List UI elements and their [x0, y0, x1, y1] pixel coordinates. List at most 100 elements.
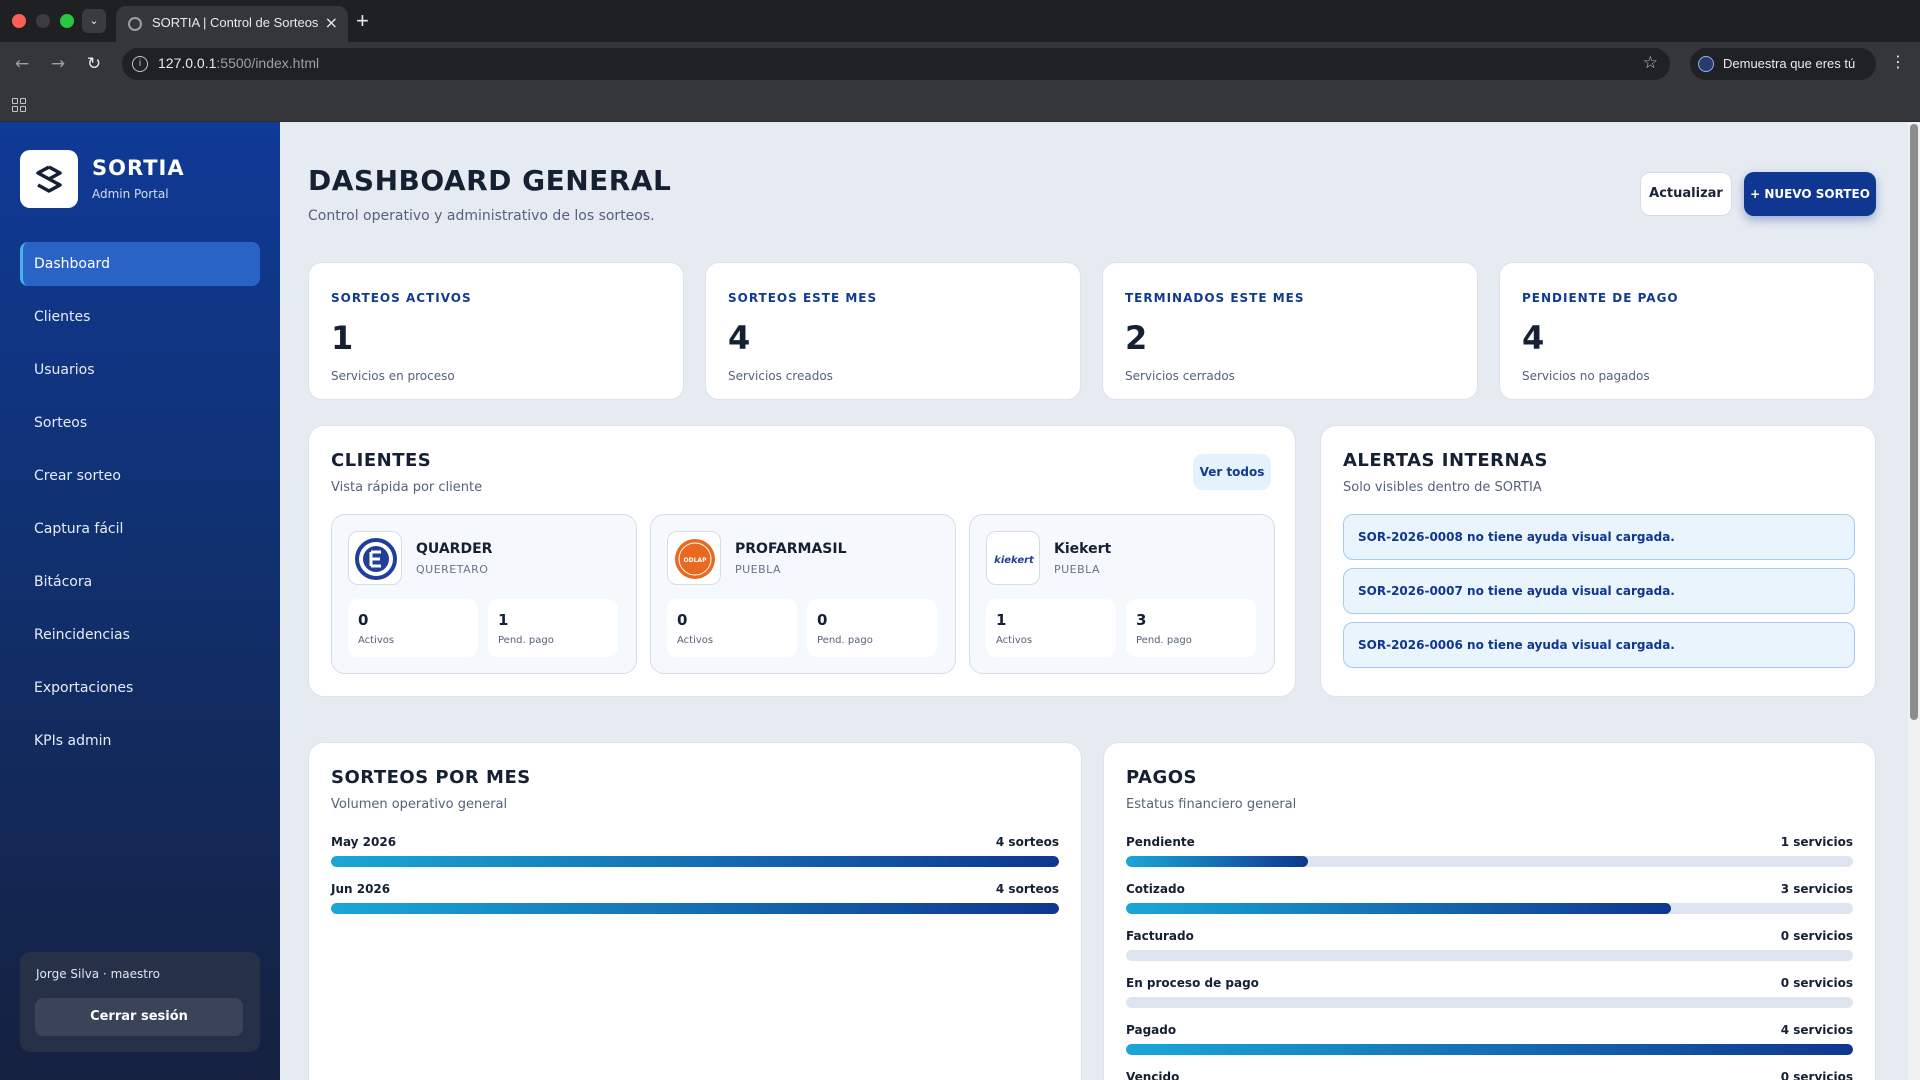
progress-fill — [1126, 1044, 1853, 1055]
new-raffle-button[interactable]: + NUEVO SORTEO — [1744, 172, 1876, 216]
sidebar-item-dashboard[interactable]: Dashboard — [20, 242, 260, 286]
client-city: PUEBLA — [1054, 563, 1101, 576]
site-info-icon[interactable]: i — [132, 56, 148, 72]
stat-card-month: SORTEOS ESTE MES 4 Servicios creados — [705, 262, 1081, 400]
client-active-count: 0 Activos — [667, 599, 797, 657]
progress-track — [1126, 903, 1853, 914]
new-tab-button[interactable]: + — [356, 8, 369, 33]
active-label: Activos — [996, 635, 1033, 646]
close-tab-icon[interactable]: × — [324, 13, 338, 32]
bar-label: Pagado — [1126, 1023, 1177, 1037]
bar-value: 4 sorteos — [995, 882, 1059, 896]
bar-label: Pendiente — [1126, 835, 1195, 849]
sidebar-item-captura-facil[interactable]: Captura fácil — [34, 521, 124, 537]
tab-title: SORTIA | Control de Sorteos — [152, 15, 319, 30]
alert-item[interactable]: SOR-2026-0008 no tiene ayuda visual carg… — [1343, 514, 1855, 560]
user-card: Jorge Silva · maestro Cerrar sesión — [20, 952, 260, 1052]
bar-label: Facturado — [1126, 929, 1194, 943]
bar-label: May 2026 — [331, 835, 397, 849]
payments-subtitle: Estatus financiero general — [1126, 797, 1297, 812]
active-label: Activos — [358, 635, 395, 646]
page-scrollbar[interactable] — [1908, 122, 1920, 1080]
sidebar-item-exportaciones[interactable]: Exportaciones — [34, 680, 134, 696]
alerts-title: ALERTAS INTERNAS — [1343, 450, 1548, 471]
refresh-button[interactable]: Actualizar — [1640, 172, 1732, 216]
client-card-quarder[interactable]: QUARDER QUERETARO 0 Activos 1 Pend. pago — [331, 514, 637, 674]
client-active-count: 0 Activos — [348, 599, 478, 657]
close-window-button[interactable] — [12, 14, 26, 28]
back-arrow-icon[interactable]: ← — [14, 54, 30, 74]
pending-label: Pend. pago — [1136, 635, 1192, 646]
pending-value: 1 — [498, 611, 509, 629]
stat-value: 4 — [728, 319, 751, 357]
by-month-title: SORTEOS POR MES — [331, 767, 531, 788]
sidebar-item-sorteos[interactable]: Sorteos — [34, 415, 88, 431]
view-all-clients-button[interactable]: Ver todos — [1193, 454, 1271, 490]
brand-subtitle: Admin Portal — [92, 187, 169, 201]
client-card-profarmasil[interactable]: ODLAP PROFARMASIL PUEBLA 0 Activos 0 Pen… — [650, 514, 956, 674]
stat-value: 4 — [1522, 319, 1545, 357]
stat-label: PENDIENTE DE PAGO — [1522, 291, 1679, 305]
active-value: 0 — [358, 611, 369, 629]
apps-grid-icon[interactable] — [12, 98, 26, 112]
sidebar-item-crear-sorteo[interactable]: Crear sorteo — [34, 468, 121, 484]
minimize-window-button[interactable] — [36, 14, 50, 28]
progress-track — [331, 856, 1059, 867]
quarder-logo-icon — [355, 538, 397, 580]
bar-value: 3 servicios — [1780, 882, 1853, 896]
sidebar-item-bitacora[interactable]: Bitácora — [34, 574, 93, 590]
active-value: 0 — [677, 611, 688, 629]
bar-value: 1 servicios — [1780, 835, 1853, 849]
bookmark-star-icon[interactable]: ☆ — [1642, 53, 1658, 73]
stat-label: SORTEOS ACTIVOS — [331, 291, 472, 305]
bar-value: 0 servicios — [1780, 929, 1853, 943]
bookmarks-bar — [0, 86, 1920, 122]
logout-button[interactable]: Cerrar sesión — [35, 998, 243, 1036]
progress-track — [331, 903, 1059, 914]
url-host: 127.0.0.1 — [158, 55, 217, 71]
scrollbar-thumb[interactable] — [1910, 124, 1918, 720]
quarder-logo — [348, 531, 402, 585]
client-card-kiekert[interactable]: kiekert Kiekert PUEBLA 1 Activos 3 Pend.… — [969, 514, 1275, 674]
stat-card-finished: TERMINADOS ESTE MES 2 Servicios cerrados — [1102, 262, 1478, 400]
stat-description: Servicios cerrados — [1125, 369, 1235, 383]
sortia-logo — [20, 150, 78, 208]
maximize-window-button[interactable] — [60, 14, 74, 28]
reload-icon[interactable]: ↻ — [86, 54, 102, 74]
sidebar-item-kpis-admin[interactable]: KPIs admin — [34, 733, 112, 749]
pending-label: Pend. pago — [817, 635, 873, 646]
forward-arrow-icon[interactable]: → — [50, 54, 66, 74]
sidebar-item-usuarios[interactable]: Usuarios — [34, 362, 95, 378]
sidebar-item-clientes[interactable]: Clientes — [34, 309, 91, 325]
stat-description: Servicios no pagados — [1522, 369, 1650, 383]
main-content: DASHBOARD GENERAL Control operativo y ad… — [280, 122, 1908, 1080]
client-city: QUERETARO — [416, 563, 489, 576]
tab-search-button[interactable]: ⌄ — [82, 9, 106, 33]
profile-button[interactable]: Demuestra que eres tú — [1690, 48, 1876, 80]
pending-label: Pend. pago — [498, 635, 554, 646]
progress-track — [1126, 1044, 1853, 1055]
profile-icon — [1698, 56, 1714, 72]
bar-label: Jun 2026 — [331, 882, 391, 896]
globe-icon — [128, 17, 142, 31]
browser-tab-bar: ⌄ SORTIA | Control de Sorteos × + — [0, 0, 1920, 42]
profile-label: Demuestra que eres tú — [1723, 56, 1856, 71]
client-pending-count: 0 Pend. pago — [807, 599, 937, 657]
stat-value: 1 — [331, 319, 354, 357]
alerts-panel: ALERTAS INTERNAS Solo visibles dentro de… — [1320, 425, 1876, 697]
pending-value: 3 — [1136, 611, 1147, 629]
progress-track — [1126, 856, 1853, 867]
kiekert-logo-text: kiekert — [994, 555, 1035, 566]
alert-item[interactable]: SOR-2026-0006 no tiene ayuda visual carg… — [1343, 622, 1855, 668]
app-viewport: SORTIA Admin Portal Dashboard Clientes U… — [0, 122, 1920, 1080]
alert-item[interactable]: SOR-2026-0007 no tiene ayuda visual carg… — [1343, 568, 1855, 614]
browser-tab[interactable]: SORTIA | Control de Sorteos × — [116, 6, 348, 42]
pending-value: 0 — [817, 611, 828, 629]
clients-subtitle: Vista rápida por cliente — [331, 480, 483, 495]
kiekert-logo-icon: kiekert — [994, 555, 1035, 566]
address-bar[interactable]: i 127.0.0.1:5500/index.html ☆ — [122, 48, 1670, 80]
sidebar-item-reincidencias[interactable]: Reincidencias — [34, 627, 130, 643]
alerts-subtitle: Solo visibles dentro de SORTIA — [1343, 480, 1542, 495]
brand-name: SORTIA — [92, 156, 185, 180]
more-menu-icon[interactable]: ⋮ — [1890, 52, 1906, 71]
